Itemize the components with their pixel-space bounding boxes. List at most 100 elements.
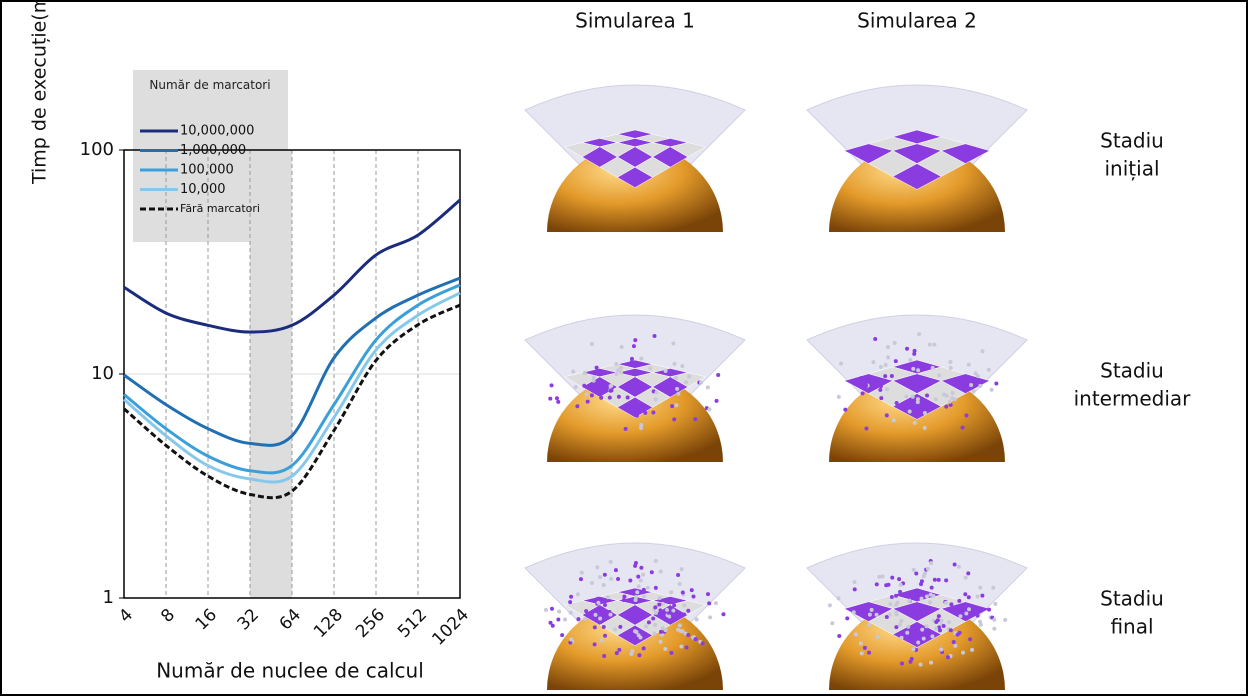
- marker-particle: [878, 388, 882, 392]
- marker-particle: [828, 603, 832, 607]
- x-tick-label: 128: [310, 605, 347, 642]
- marker-particle: [575, 404, 579, 408]
- marker-particle: [967, 607, 971, 611]
- marker-particle: [614, 568, 618, 572]
- marker-particle: [936, 618, 940, 622]
- marker-particle: [654, 559, 658, 563]
- simulation-panel: [807, 315, 1027, 462]
- marker-particle: [923, 426, 927, 430]
- marker-particle: [908, 409, 912, 413]
- marker-particle: [622, 595, 626, 599]
- marker-particle: [658, 608, 662, 612]
- marker-particle: [883, 374, 887, 378]
- marker-particle: [904, 395, 908, 399]
- marker-particle: [942, 624, 946, 628]
- marker-particle: [930, 586, 934, 590]
- marker-particle: [684, 380, 688, 384]
- y-tick-label: 10: [91, 363, 114, 384]
- marker-particle: [974, 371, 978, 375]
- marker-particle: [956, 633, 960, 637]
- marker-particle: [980, 607, 984, 611]
- marker-particle: [672, 603, 676, 607]
- marker-particle: [586, 400, 590, 404]
- x-tick-label: 8: [157, 605, 179, 627]
- column-title: Simularea 2: [857, 9, 977, 33]
- legend-label: 1,000,000: [180, 143, 246, 158]
- marker-particle: [911, 395, 915, 399]
- marker-particle: [894, 612, 898, 616]
- marker-particle: [876, 635, 880, 639]
- marker-particle: [678, 582, 682, 586]
- marker-particle: [681, 590, 685, 594]
- marker-particle: [650, 570, 654, 574]
- marker-particle: [556, 617, 560, 621]
- marker-particle: [890, 595, 894, 599]
- marker-particle: [908, 599, 912, 603]
- marker-particle: [864, 384, 868, 388]
- marker-particle: [949, 602, 953, 606]
- marker-particle: [716, 373, 720, 377]
- marker-particle: [879, 384, 883, 388]
- marker-particle: [584, 609, 588, 613]
- marker-particle: [665, 608, 669, 612]
- marker-particle: [602, 625, 606, 629]
- marker-particle: [980, 594, 984, 598]
- marker-particle: [605, 386, 609, 390]
- marker-particle: [929, 661, 933, 665]
- marker-particle: [629, 652, 633, 656]
- marker-particle: [933, 578, 937, 582]
- marker-particle: [859, 376, 863, 380]
- marker-particle: [860, 651, 864, 655]
- marker-particle: [885, 387, 889, 391]
- marker-particle: [879, 396, 883, 400]
- marker-particle: [881, 609, 885, 613]
- marker-particle: [598, 617, 602, 621]
- simulation-panel: [525, 543, 745, 690]
- marker-particle: [980, 349, 984, 353]
- marker-particle: [574, 385, 578, 389]
- marker-particle: [920, 628, 924, 632]
- marker-particle: [544, 608, 548, 612]
- marker-particle: [945, 607, 949, 611]
- marker-particle: [669, 651, 673, 655]
- marker-particle: [555, 396, 559, 400]
- marker-particle: [663, 647, 667, 651]
- marker-particle: [967, 595, 971, 599]
- marker-particle: [861, 391, 865, 395]
- marker-particle: [636, 575, 640, 579]
- marker-particle: [863, 646, 867, 650]
- marker-particle: [987, 608, 991, 612]
- marker-particle: [922, 637, 926, 641]
- marker-particle: [642, 594, 646, 598]
- marker-particle: [937, 614, 941, 618]
- simulation-panel: [525, 85, 745, 232]
- marker-particle: [707, 407, 711, 411]
- marker-particle: [864, 427, 868, 431]
- marker-particle: [892, 418, 896, 422]
- marker-particle: [899, 583, 903, 587]
- marker-particle: [608, 396, 612, 400]
- marker-particle: [886, 345, 890, 349]
- marker-particle: [957, 565, 961, 569]
- marker-particle: [900, 662, 904, 666]
- x-tick-label: 64: [276, 605, 305, 634]
- marker-particle: [911, 367, 915, 371]
- marker-particle: [600, 638, 604, 642]
- marker-particle: [945, 394, 949, 398]
- marker-particle: [669, 590, 673, 594]
- marker-particle: [953, 644, 957, 648]
- marker-particle: [944, 578, 948, 582]
- marker-particle: [657, 602, 661, 606]
- marker-particle: [948, 360, 952, 364]
- marker-particle: [859, 641, 863, 645]
- marker-particle: [593, 642, 597, 646]
- marker-particle: [678, 384, 682, 388]
- marker-particle: [929, 561, 933, 565]
- marker-particle: [595, 366, 599, 370]
- marker-particle: [639, 578, 643, 582]
- marker-particle: [976, 594, 980, 598]
- marker-particle: [550, 383, 554, 387]
- marker-particle: [634, 561, 638, 565]
- row-label: inițial: [1105, 157, 1160, 181]
- marker-particle: [708, 615, 712, 619]
